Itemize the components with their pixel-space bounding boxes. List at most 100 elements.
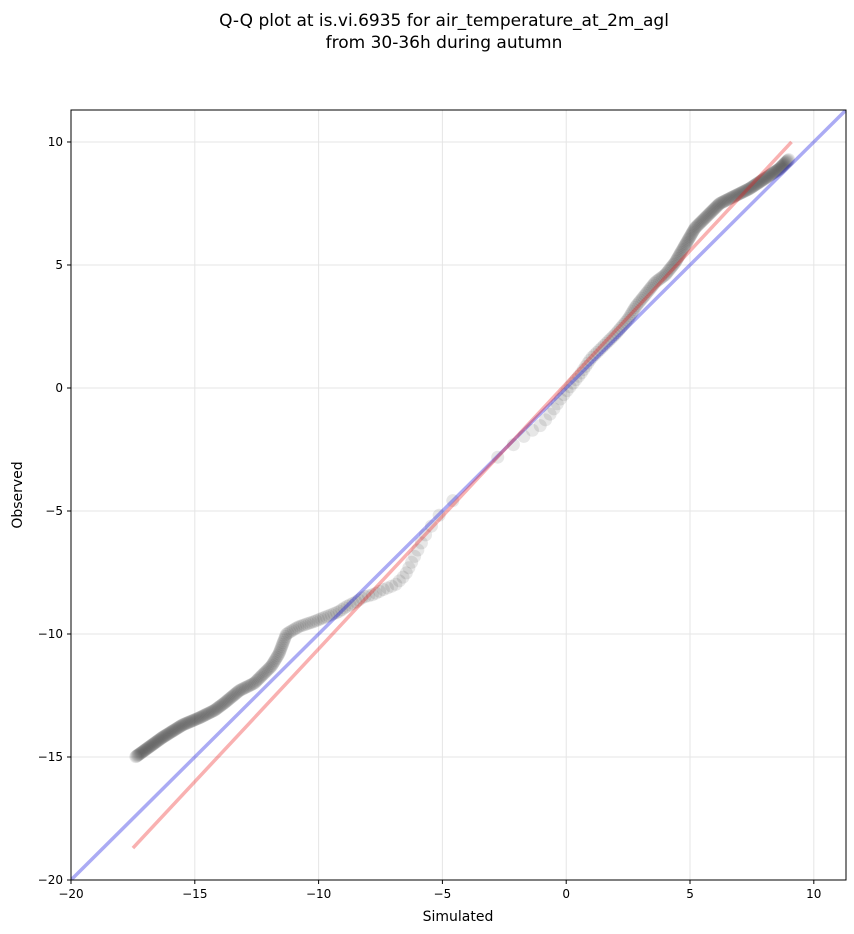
data-point bbox=[283, 625, 297, 639]
data-point bbox=[698, 211, 712, 225]
data-point bbox=[160, 727, 174, 741]
data-point bbox=[270, 650, 284, 664]
data-point bbox=[228, 687, 242, 701]
data-point bbox=[663, 262, 677, 276]
data-point bbox=[517, 429, 531, 443]
data-point bbox=[574, 366, 588, 380]
y-tick-label-4: 0 bbox=[55, 381, 63, 395]
data-point bbox=[257, 666, 271, 680]
data-point bbox=[203, 706, 217, 720]
data-point bbox=[661, 265, 675, 279]
data-point bbox=[144, 739, 158, 753]
data-point bbox=[557, 388, 571, 402]
data-point bbox=[148, 736, 162, 750]
data-point bbox=[617, 317, 631, 331]
x-tick-label-5: 5 bbox=[686, 887, 694, 901]
data-point bbox=[273, 643, 287, 657]
data-point bbox=[581, 356, 595, 370]
reference-lines bbox=[71, 110, 846, 880]
data-point bbox=[679, 237, 693, 251]
data-point bbox=[267, 655, 281, 669]
data-point bbox=[597, 338, 611, 352]
data-point bbox=[740, 183, 754, 197]
data-point bbox=[677, 240, 691, 254]
data-point bbox=[606, 330, 620, 344]
data-point bbox=[767, 166, 781, 180]
data-point bbox=[214, 699, 228, 713]
y-tick-label-0: −20 bbox=[38, 873, 63, 887]
data-point bbox=[358, 590, 372, 604]
data-point bbox=[183, 715, 197, 729]
data-point bbox=[778, 156, 792, 170]
fit-line bbox=[131, 140, 793, 850]
data-point bbox=[208, 703, 222, 717]
data-point bbox=[554, 392, 568, 406]
y-tick-label-3: −5 bbox=[45, 504, 63, 518]
data-point bbox=[405, 555, 419, 569]
data-point bbox=[141, 741, 155, 755]
data-point bbox=[620, 313, 634, 327]
data-point bbox=[766, 166, 780, 180]
data-point bbox=[736, 185, 750, 199]
data-point bbox=[278, 632, 292, 646]
data-point bbox=[692, 217, 706, 231]
data-point bbox=[639, 286, 653, 300]
data-point bbox=[764, 168, 778, 182]
data-point bbox=[635, 291, 649, 305]
data-point bbox=[218, 695, 232, 709]
data-point bbox=[774, 160, 788, 174]
data-point bbox=[273, 645, 287, 659]
data-point bbox=[658, 268, 672, 282]
data-point bbox=[319, 610, 333, 624]
data-point bbox=[756, 173, 770, 187]
data-point bbox=[748, 178, 762, 192]
data-point bbox=[172, 720, 186, 734]
data-point bbox=[775, 160, 789, 174]
data-point bbox=[566, 376, 580, 390]
data-point bbox=[773, 161, 787, 175]
data-point bbox=[135, 745, 149, 759]
data-point bbox=[775, 159, 789, 173]
data-point bbox=[264, 660, 278, 674]
data-point bbox=[674, 245, 688, 259]
data-point bbox=[199, 707, 213, 721]
data-point bbox=[533, 419, 547, 433]
data-point bbox=[702, 208, 716, 222]
data-point bbox=[293, 619, 307, 633]
data-point bbox=[782, 153, 796, 167]
data-point bbox=[446, 494, 460, 508]
data-point bbox=[233, 683, 247, 697]
data-point bbox=[252, 671, 266, 685]
data-point bbox=[230, 685, 244, 699]
data-point bbox=[771, 163, 785, 177]
data-point bbox=[241, 679, 255, 693]
data-point bbox=[389, 577, 403, 591]
plot-frame bbox=[70, 109, 847, 881]
data-point bbox=[362, 589, 376, 603]
data-point bbox=[643, 281, 657, 295]
chart-title-line2: from 30-36h during autumn bbox=[326, 33, 563, 53]
data-point bbox=[269, 652, 283, 666]
data-point bbox=[256, 668, 270, 682]
data-point bbox=[197, 709, 211, 723]
data-point bbox=[560, 384, 574, 398]
data-point bbox=[297, 618, 311, 632]
data-point bbox=[402, 561, 416, 575]
data-point bbox=[205, 704, 219, 718]
data-point bbox=[710, 200, 724, 214]
data-point bbox=[626, 305, 640, 319]
data-point bbox=[700, 210, 714, 224]
data-point bbox=[187, 713, 201, 727]
data-point bbox=[188, 713, 202, 727]
data-point bbox=[185, 714, 199, 728]
data-point bbox=[165, 725, 179, 739]
data-point bbox=[737, 184, 751, 198]
data-points bbox=[129, 153, 796, 764]
data-point bbox=[732, 187, 746, 201]
data-point bbox=[262, 661, 276, 675]
data-point bbox=[179, 717, 193, 731]
data-point bbox=[240, 680, 254, 694]
data-point bbox=[695, 214, 709, 228]
data-point bbox=[268, 654, 282, 668]
